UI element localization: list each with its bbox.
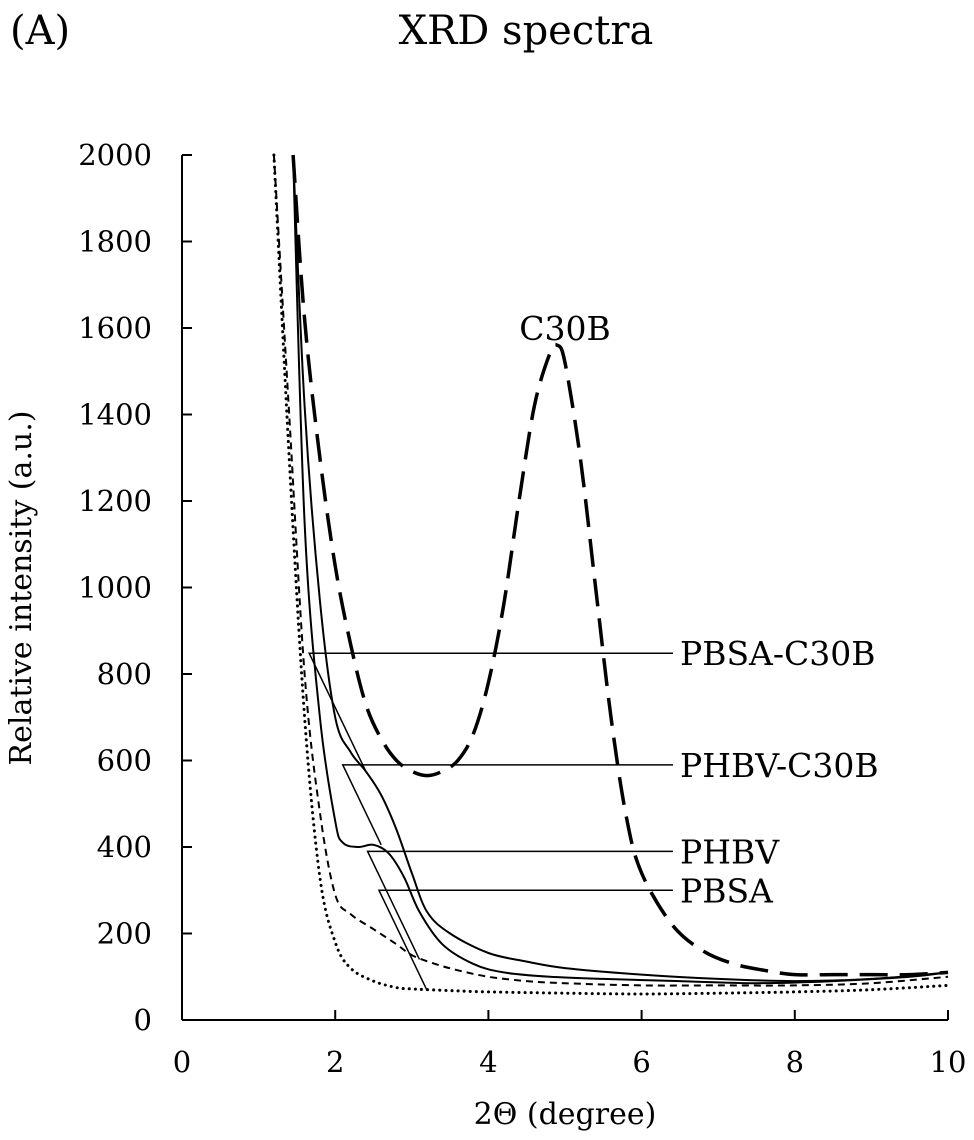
y-tick-label: 1000	[78, 571, 152, 605]
y-tick-label: 1600	[78, 311, 152, 345]
y-ticks: 0 200 400 600 800 1000 1200 1400 1600 1800 2000	[78, 138, 192, 1037]
x-tick-label: 6	[632, 1045, 650, 1079]
series-label-c30b: C30B	[519, 309, 611, 348]
series-c30b	[291, 154, 949, 977]
x-tick-label: 8	[786, 1045, 804, 1079]
y-tick-label: 600	[97, 744, 152, 778]
y-tick-label: 1200	[78, 484, 152, 518]
x-axis-label: 2Θ (degree)	[474, 1097, 657, 1132]
x-ticks: 0 2 4 6 8 10	[173, 1010, 967, 1079]
y-tick-label: 1400	[78, 398, 152, 432]
leader-line-pbsa-c30b	[307, 652, 673, 772]
y-tick-label: 2000	[78, 138, 152, 172]
series-phbv	[272, 154, 949, 987]
series-pbsa	[272, 153, 950, 996]
series-pbsa-c30b	[292, 154, 949, 983]
y-tick-label: 1800	[78, 225, 152, 259]
y-tick-label: 400	[97, 830, 152, 864]
leader-line-phbv-c30b	[341, 764, 673, 846]
y-tick-label: 800	[97, 657, 152, 691]
plot-area	[272, 153, 950, 996]
chart-title: XRD spectra	[399, 8, 654, 54]
series-label-phbv-c30b: PHBV-C30B	[680, 746, 879, 785]
y-tick-label: 0	[134, 1003, 152, 1037]
y-tick-label: 200	[97, 917, 152, 951]
series-label-phbv: PHBV	[680, 832, 780, 871]
series-label-pbsa: PBSA	[680, 871, 774, 910]
x-tick-label: 0	[173, 1045, 191, 1079]
x-tick-label: 2	[326, 1045, 344, 1079]
leader-line-pbsa	[377, 889, 673, 991]
series-label-pbsa-c30b: PBSA-C30B	[680, 634, 876, 673]
panel-label: (A)	[10, 8, 70, 54]
x-tick-label: 4	[479, 1045, 497, 1079]
leader-line-phbv	[366, 850, 673, 960]
y-axis-label: Relative intensity (a.u.)	[4, 411, 39, 766]
x-tick-label: 10	[930, 1045, 967, 1079]
series-phbv-c30b	[292, 154, 949, 985]
